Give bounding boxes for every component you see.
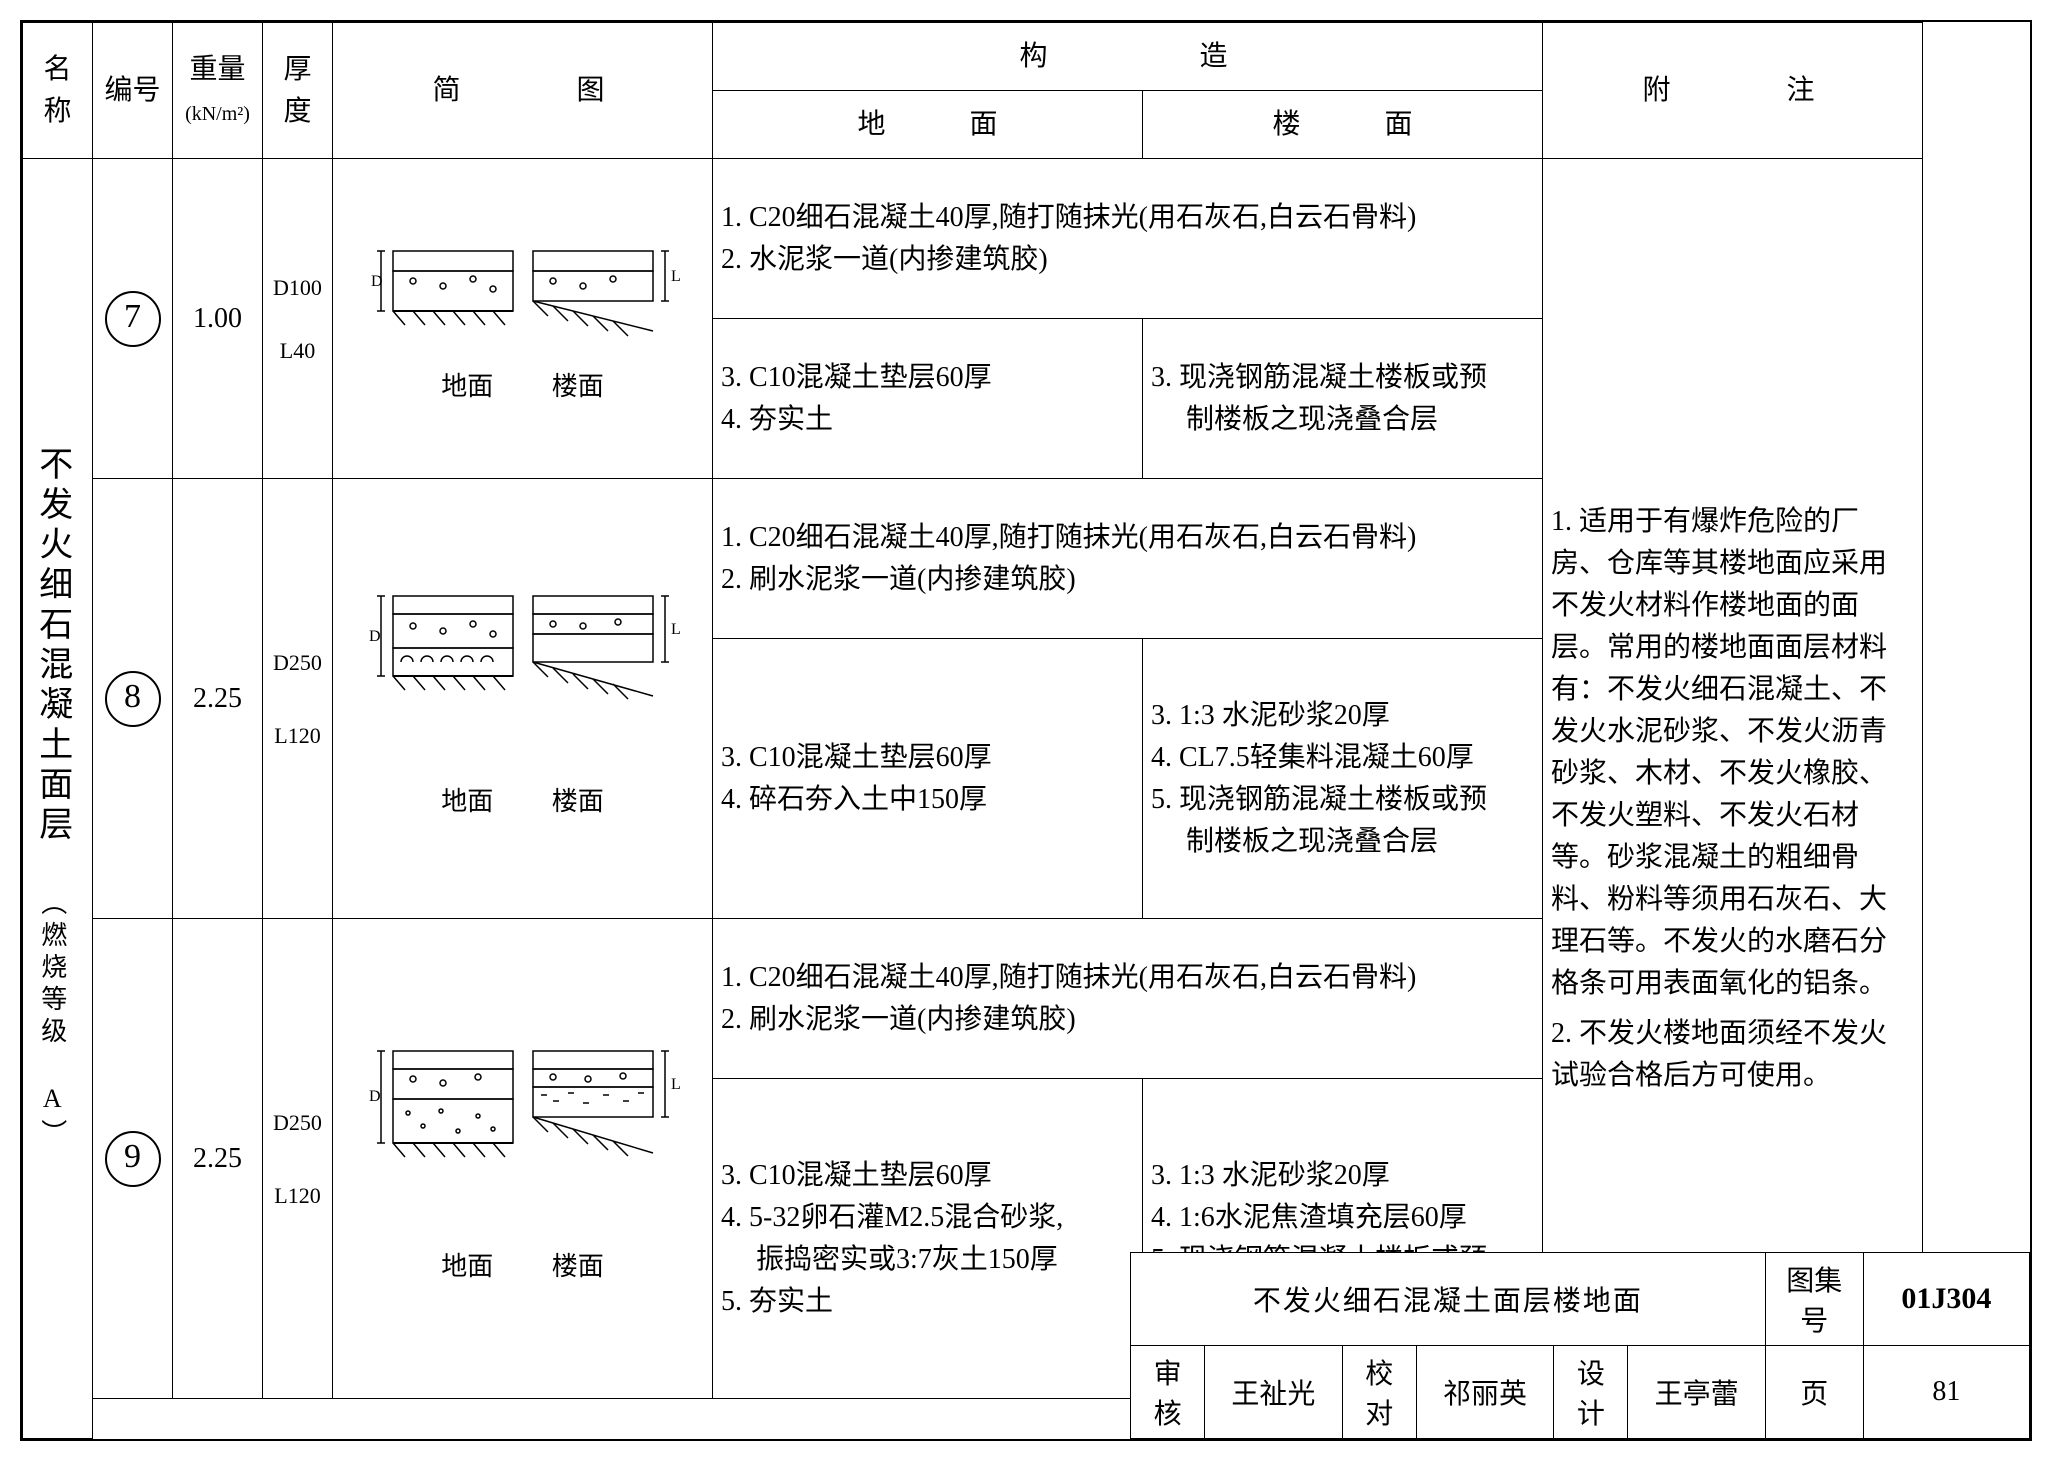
- svg-text:D: D: [369, 628, 381, 645]
- hdr-notes: 附 注: [1543, 23, 1923, 159]
- hdr-floor: 楼 面: [1143, 91, 1543, 159]
- row7-t1: 1. C20细石混凝土40厚,随打随抹光(用石灰石,白云石骨料): [721, 197, 1534, 239]
- title-vert: 不发火细石混凝土面层: [34, 446, 71, 846]
- svg-text:D: D: [369, 1088, 381, 1105]
- row7-floor: 3. 现浇钢筋混凝土楼板或预 制楼板之现浇叠合层: [1143, 319, 1543, 479]
- hdr-ground: 地 面: [713, 91, 1143, 159]
- row9-ground: 3. C10混凝土垫层60厚 4. 5-32卵石灌M2.5混合砂浆, 振捣密实或…: [713, 1079, 1143, 1399]
- row7-g3: 3. C10混凝土垫层60厚: [721, 357, 1134, 399]
- row8-f5b: 制楼板之现浇叠合层: [1151, 821, 1534, 863]
- row9-diag: D L 地面 楼面: [333, 919, 713, 1399]
- row8-ground: 3. C10混凝土垫层60厚 4. 碎石夯入土中150厚: [713, 639, 1143, 919]
- hdr-constr: 构 造: [713, 23, 1543, 91]
- note-2: 2. 不发火楼地面须经不发火试验合格后方可使用。: [1551, 1013, 1914, 1097]
- row7-thk: D100 L40: [263, 159, 333, 479]
- row9-f4: 4. 1:6水泥焦渣填充层60厚: [1151, 1197, 1534, 1239]
- chk-lbl: 审核: [1131, 1346, 1205, 1439]
- row9-t1: 1. C20细石混凝土40厚,随打随抹光(用石灰石,白云石骨料): [721, 957, 1534, 999]
- set-lbl: 图集号: [1765, 1253, 1863, 1346]
- row7-f3: 3. 现浇钢筋混凝土楼板或预: [1151, 357, 1534, 399]
- row9-thk: D250 L120: [263, 919, 333, 1399]
- num-circle-7: 7: [105, 291, 161, 347]
- row8-f3: 3. 1:3 水泥砂浆20厚: [1151, 695, 1534, 737]
- row9-diag-r: 楼面: [552, 1252, 604, 1281]
- row7-num: 7: [93, 159, 173, 479]
- svg-text:L: L: [671, 1076, 681, 1093]
- hdr-wt-unit: (kN/m²): [185, 103, 250, 125]
- des-lbl: 设计: [1554, 1346, 1628, 1439]
- svg-text:L: L: [671, 621, 681, 638]
- row9-diag-l: 地面: [441, 1252, 493, 1281]
- prf-lbl: 校对: [1342, 1346, 1416, 1439]
- row8-g4: 4. 碎石夯入土中150厚: [721, 779, 1134, 821]
- page-lbl: 页: [1765, 1346, 1863, 1439]
- des-val: 王亭蕾: [1628, 1346, 1765, 1439]
- svg-text:D: D: [371, 273, 383, 290]
- row8-floor: 3. 1:3 水泥砂浆20厚 4. CL7.5轻集料混凝土60厚 5. 现浇钢筋…: [1143, 639, 1543, 919]
- section-diagram-9: D L: [363, 1031, 683, 1241]
- row8-thk: D250 L120: [263, 479, 333, 919]
- row7-diag-r: 楼面: [552, 372, 604, 401]
- hdr-diag: 简 图: [333, 23, 713, 159]
- hdr-wt: 重量 (kN/m²): [173, 23, 263, 159]
- page-no: 81: [1863, 1346, 2029, 1439]
- row8-diag-l: 地面: [441, 787, 493, 816]
- row8-d: D250: [271, 646, 324, 679]
- section-diagram-8: D L: [363, 576, 683, 776]
- row9-t2: 2. 刷水泥浆一道(内掺建筑胶): [721, 999, 1534, 1041]
- row9-l: L120: [271, 1179, 324, 1212]
- row8-t2: 2. 刷水泥浆一道(内掺建筑胶): [721, 559, 1534, 601]
- row7-ground: 3. C10混凝土垫层60厚 4. 夯实土: [713, 319, 1143, 479]
- row7-diag: D L 地面 楼面: [333, 159, 713, 479]
- row9-g5: 5. 夯实土: [721, 1281, 1134, 1323]
- row7-top: 1. C20细石混凝土40厚,随打随抹光(用石灰石,白云石骨料) 2. 水泥浆一…: [713, 159, 1543, 319]
- title-vert-sub: （燃烧等级 A）: [38, 889, 67, 1151]
- prf-val: 祁丽英: [1416, 1346, 1553, 1439]
- row7-wt: 1.00: [173, 159, 263, 479]
- row8-l: L120: [271, 719, 324, 752]
- row9-num: 9: [93, 919, 173, 1399]
- set-no: 01J304: [1863, 1253, 2029, 1346]
- row8-f5: 5. 现浇钢筋混凝土楼板或预: [1151, 779, 1534, 821]
- row9-g3: 3. C10混凝土垫层60厚: [721, 1155, 1134, 1197]
- row7-f3b: 制楼板之现浇叠合层: [1151, 399, 1534, 441]
- row8-t1: 1. C20细石混凝土40厚,随打随抹光(用石灰石,白云石骨料): [721, 517, 1534, 559]
- hdr-num: 编号: [93, 23, 173, 159]
- row7-g4: 4. 夯实土: [721, 399, 1134, 441]
- row8-g3: 3. C10混凝土垫层60厚: [721, 737, 1134, 779]
- drawing-sheet: 名称 编号 重量 (kN/m²) 厚度 简 图 构 造 附 注 地 面 楼 面 …: [20, 20, 2032, 1441]
- row8-diag-r: 楼面: [552, 787, 604, 816]
- svg-text:L: L: [671, 268, 681, 285]
- row7-d: D100: [271, 271, 324, 304]
- row8-num: 8: [93, 479, 173, 919]
- row9-top: 1. C20细石混凝土40厚,随打随抹光(用石灰石,白云石骨料) 2. 刷水泥浆…: [713, 919, 1543, 1079]
- row9-wt: 2.25: [173, 919, 263, 1399]
- row8-top: 1. C20细石混凝土40厚,随打随抹光(用石灰石,白云石骨料) 2. 刷水泥浆…: [713, 479, 1543, 639]
- row9-g4b: 振捣密实或3:7灰土150厚: [721, 1239, 1134, 1281]
- title-block: 不发火细石混凝土面层楼地面 图集号 01J304 审核 王祉光 校对 祁丽英 设…: [1130, 1252, 2030, 1439]
- row7-t2: 2. 水泥浆一道(内掺建筑胶): [721, 239, 1534, 281]
- hdr-thk: 厚度: [263, 23, 333, 159]
- row9-f3: 3. 1:3 水泥砂浆20厚: [1151, 1155, 1534, 1197]
- row8-wt: 2.25: [173, 479, 263, 919]
- row7-diag-l: 地面: [441, 372, 493, 401]
- notes-cell: 1. 适用于有爆炸危险的厂房、仓库等其楼地面应采用不发火材料作楼地面的面层。常用…: [1543, 159, 1923, 1439]
- note-1: 1. 适用于有爆炸危险的厂房、仓库等其楼地面应采用不发火材料作楼地面的面层。常用…: [1551, 501, 1914, 1005]
- num-circle-9: 9: [105, 1131, 161, 1187]
- section-diagram-7: D L: [363, 231, 683, 361]
- row7-l: L40: [271, 334, 324, 367]
- hdr-name: 名称: [23, 23, 93, 159]
- chk-val: 王祉光: [1205, 1346, 1342, 1439]
- num-circle-8: 8: [105, 671, 161, 727]
- section-title: 不发火细石混凝土面层 （燃烧等级 A）: [23, 159, 93, 1439]
- hdr-wt-lbl: 重量: [189, 54, 245, 85]
- row9-g4: 4. 5-32卵石灌M2.5混合砂浆,: [721, 1197, 1134, 1239]
- row8-diag: D L 地面 楼面: [333, 479, 713, 919]
- sheet-title: 不发火细石混凝土面层楼地面: [1131, 1253, 1766, 1346]
- row9-d: D250: [271, 1106, 324, 1139]
- row8-f4: 4. CL7.5轻集料混凝土60厚: [1151, 737, 1534, 779]
- main-table: 名称 编号 重量 (kN/m²) 厚度 简 图 构 造 附 注 地 面 楼 面 …: [22, 22, 2030, 1439]
